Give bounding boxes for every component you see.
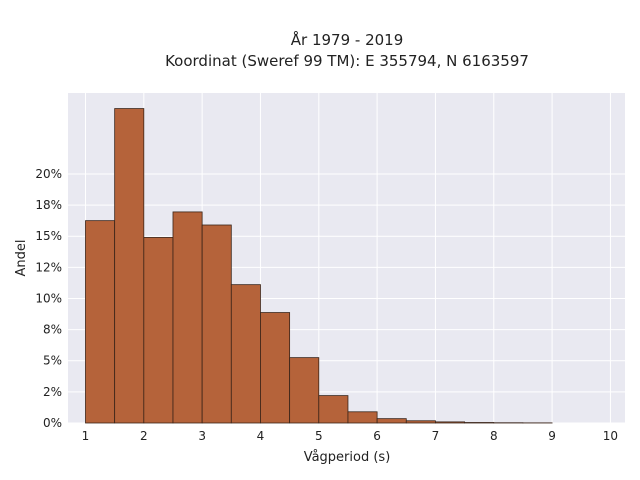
y-tick-label-1: 2%	[43, 385, 62, 399]
histogram-bar-9	[347, 411, 378, 424]
x-axis-label: Vågperiod (s)	[304, 450, 391, 465]
histogram-bar-11	[405, 420, 436, 424]
histogram-bar-3	[172, 211, 203, 424]
y-tick-label-2: 5%	[43, 354, 62, 368]
y-axis-label: Andel	[14, 240, 29, 277]
x-tick-label-3: 4	[257, 429, 265, 443]
y-tick-labels: 0% 2% 5% 8% 10% 12% 15% 18% 20%	[35, 167, 62, 430]
histogram-bars	[85, 108, 553, 424]
chart-title-line-2: Koordinat (Sweref 99 TM): E 355794, N 61…	[165, 52, 529, 70]
histogram-bar-10	[376, 418, 407, 424]
x-tick-label-9: 10	[603, 429, 618, 443]
x-tick-label-6: 7	[432, 429, 440, 443]
chart-title-line-1: År 1979 - 2019	[291, 30, 404, 49]
histogram-bar-6	[260, 312, 291, 424]
x-tick-label-4: 5	[315, 429, 323, 443]
y-tick-label-5: 12%	[35, 260, 62, 274]
x-tick-label-7: 8	[490, 429, 498, 443]
y-tick-label-6: 15%	[35, 229, 62, 243]
histogram-bar-2	[143, 237, 174, 424]
histogram-bar-8	[318, 395, 349, 424]
x-tick-labels: 1 2 3 4 5 6 7 8 9 10	[82, 429, 618, 443]
y-tick-label-4: 10%	[35, 291, 62, 305]
histogram-bar-12	[435, 421, 466, 424]
x-tick-label-5: 6	[373, 429, 381, 443]
y-tick-label-7: 18%	[35, 198, 62, 212]
y-tick-label-3: 8%	[43, 323, 62, 337]
histogram-bar-0	[85, 220, 116, 424]
y-tick-label-8: 20%	[35, 167, 62, 181]
x-tick-label-2: 3	[198, 429, 206, 443]
x-tick-label-8: 9	[548, 429, 556, 443]
x-tick-label-0: 1	[82, 429, 90, 443]
y-tick-label-0: 0%	[43, 416, 62, 430]
histogram-bar-5	[230, 284, 261, 424]
x-tick-label-1: 2	[140, 429, 148, 443]
histogram-bar-7	[289, 357, 320, 424]
histogram-bar-1	[114, 108, 145, 424]
histogram-bar-4	[201, 224, 232, 424]
